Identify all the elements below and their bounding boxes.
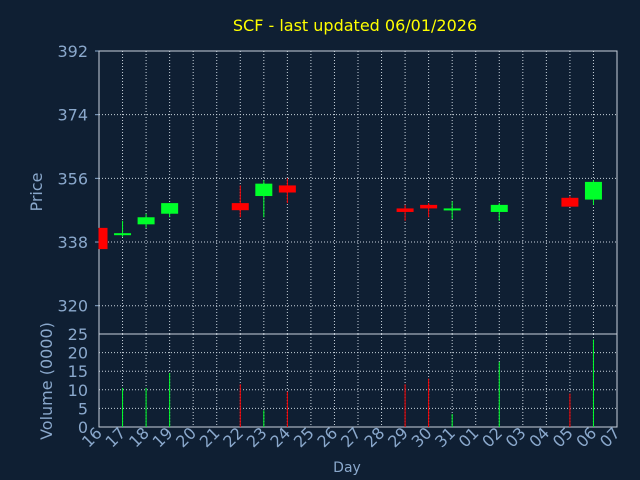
price-tick-label: 392 bbox=[57, 42, 88, 61]
price-axis-label: Price bbox=[27, 172, 46, 211]
candle-body bbox=[396, 208, 414, 212]
candle-body bbox=[278, 185, 296, 193]
candle-body bbox=[231, 203, 249, 211]
volume-tick-label: 25 bbox=[68, 325, 88, 344]
candle-body bbox=[443, 208, 461, 211]
candle-05 bbox=[561, 196, 579, 207]
candle-02 bbox=[490, 203, 508, 221]
price-tick-label: 338 bbox=[57, 233, 88, 252]
x-axis-label: Day bbox=[333, 460, 361, 476]
candle-body bbox=[161, 203, 179, 214]
candle-body bbox=[114, 233, 132, 236]
candle-29 bbox=[396, 204, 414, 221]
volume-tick-label: 20 bbox=[68, 344, 88, 363]
candle-16 bbox=[98, 227, 108, 250]
candle-body bbox=[137, 217, 155, 225]
candle-24 bbox=[278, 178, 296, 204]
price-tick-label: 356 bbox=[57, 169, 88, 188]
volume-tick-label: 0 bbox=[78, 418, 88, 437]
candle-23 bbox=[255, 180, 273, 218]
candle-18 bbox=[137, 213, 155, 228]
price-tick-label: 374 bbox=[57, 106, 88, 125]
candle-30 bbox=[420, 203, 438, 218]
volume-tick-label: 5 bbox=[78, 399, 88, 418]
x-tick-label: 07 bbox=[596, 423, 624, 451]
candle-body bbox=[99, 227, 108, 250]
x-axis: 1617181920212223242526272829303101020304… bbox=[78, 423, 624, 451]
volume-axis-label: Volume (0000) bbox=[37, 322, 56, 440]
candle-06 bbox=[584, 180, 602, 205]
volume-tick-label: 10 bbox=[68, 381, 88, 400]
volume-panel-frame bbox=[98, 333, 618, 428]
price-panel: 320 338 356 374 392 bbox=[57, 42, 618, 335]
candle-body bbox=[255, 183, 273, 197]
candle-31 bbox=[443, 201, 461, 220]
candle-19 bbox=[161, 203, 179, 218]
candle-body bbox=[490, 204, 508, 212]
candle-17 bbox=[114, 220, 132, 237]
chart-title: SCF - last updated 06/01/2026 bbox=[233, 16, 477, 35]
candle-22 bbox=[231, 185, 249, 218]
candle-body bbox=[561, 197, 579, 207]
candle-body bbox=[584, 181, 602, 200]
volume-tick-label: 15 bbox=[68, 362, 88, 381]
candle-body bbox=[420, 204, 438, 209]
price-tick-label: 320 bbox=[57, 297, 88, 316]
